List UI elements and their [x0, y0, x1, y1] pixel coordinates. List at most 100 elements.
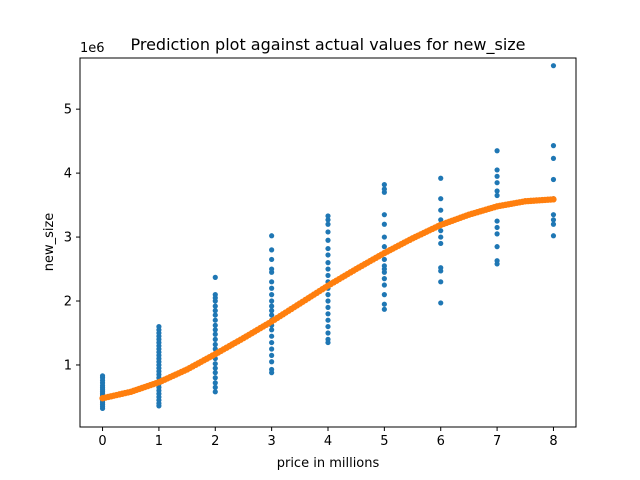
scatter-point [269, 346, 275, 352]
scatter-point [212, 331, 218, 337]
scatter-point [212, 341, 218, 348]
scatter-point [325, 237, 331, 243]
plot-area [99, 63, 557, 412]
scatter-point [325, 336, 331, 342]
scatter-point [381, 212, 387, 218]
scatter-point [212, 312, 218, 318]
scatter-point [381, 301, 387, 307]
scatter-point [212, 389, 218, 395]
scatter-point [381, 292, 387, 298]
scatter-point [212, 365, 218, 371]
scatter-point [550, 176, 557, 183]
scatter-point [212, 292, 218, 298]
scatter-point [438, 279, 444, 285]
scatter-point [325, 317, 331, 323]
scatter-point [325, 298, 331, 304]
scatter-point [269, 333, 275, 339]
scatter-point [269, 359, 275, 365]
scatter-point [325, 292, 331, 298]
scatter-point [381, 186, 387, 192]
scatter-point [381, 256, 387, 263]
scatter-point [381, 276, 387, 282]
scatter-point [269, 256, 275, 263]
scatter-point [325, 304, 331, 311]
scatter-point [381, 244, 387, 250]
scatter-point [212, 322, 218, 328]
scatter-point [212, 303, 218, 309]
y-offset-label: 1e6 [80, 41, 105, 56]
y-tick-label: 3 [64, 231, 72, 246]
scatter-point [212, 317, 218, 323]
scatter-point [325, 266, 331, 272]
scatter-point [269, 247, 275, 253]
scatter-point [381, 221, 387, 227]
y-axis: 1 2 3 4 5 [64, 103, 80, 373]
scatter-point [212, 336, 218, 342]
scatter-point [381, 282, 387, 288]
x-tick-label: 7 [493, 434, 501, 449]
x-tick-label: 5 [380, 434, 388, 449]
y-tick-label: 4 [64, 167, 72, 182]
scatter-point [212, 308, 218, 314]
y-tick-label: 2 [64, 295, 72, 310]
scatter-point [212, 274, 218, 280]
x-tick-label: 2 [211, 434, 219, 449]
scatter-point [325, 221, 331, 227]
scatter-point [325, 272, 331, 279]
scatter-point [99, 373, 106, 379]
scatter-point [325, 217, 331, 223]
scatter-point [156, 323, 162, 330]
scatter-point [438, 300, 444, 306]
fit-point [550, 196, 557, 203]
x-tick-label: 1 [155, 434, 163, 449]
scatter-point [494, 224, 500, 231]
scatter-point [550, 221, 557, 227]
scatter-point [269, 327, 275, 333]
scatter-point [550, 155, 557, 162]
x-axis: 0 1 2 3 4 5 6 7 8 [98, 427, 558, 449]
scatter-point [325, 245, 331, 252]
scatter-point [381, 263, 387, 269]
scatter-point [438, 234, 444, 240]
scatter-point [269, 308, 275, 314]
scatter-point [325, 330, 331, 336]
scatter-point [550, 233, 557, 239]
x-tick-label: 0 [98, 434, 106, 449]
scatter-point [494, 148, 500, 154]
scatter-point [381, 234, 387, 240]
scatter-point [325, 252, 331, 258]
scatter-point [212, 384, 218, 390]
scatter-point [269, 285, 275, 291]
scatter-point [381, 182, 387, 188]
x-tick-label: 4 [324, 434, 332, 449]
scatter-point [212, 375, 218, 381]
scatter-point [325, 213, 331, 219]
scatter-point [212, 380, 218, 386]
scatter-point [381, 306, 387, 312]
scatter-point [325, 260, 331, 266]
y-tick-label: 5 [64, 103, 72, 118]
scatter-point [550, 212, 557, 218]
scatter-point [494, 173, 500, 179]
scatter-point [494, 258, 500, 264]
x-tick-label: 3 [267, 434, 275, 449]
x-tick-label: 8 [549, 434, 557, 449]
scatter-point [438, 196, 444, 202]
scatter-point [325, 323, 331, 330]
y-tick-label: 1 [64, 358, 72, 373]
y-axis-label: new_size [42, 213, 57, 272]
scatter-point [494, 218, 500, 224]
scatter-point [438, 240, 444, 247]
scatter-point [269, 292, 275, 298]
scatter-point [494, 180, 500, 186]
scatter-point [494, 244, 500, 250]
scatter-point [550, 63, 557, 69]
scatter-point [438, 265, 444, 271]
scatter-point [494, 231, 500, 237]
scatter-point [269, 339, 275, 346]
scatter-point [494, 192, 500, 199]
scatter-point [550, 143, 557, 149]
scatter-point [325, 311, 331, 317]
scatter-point [269, 312, 275, 318]
